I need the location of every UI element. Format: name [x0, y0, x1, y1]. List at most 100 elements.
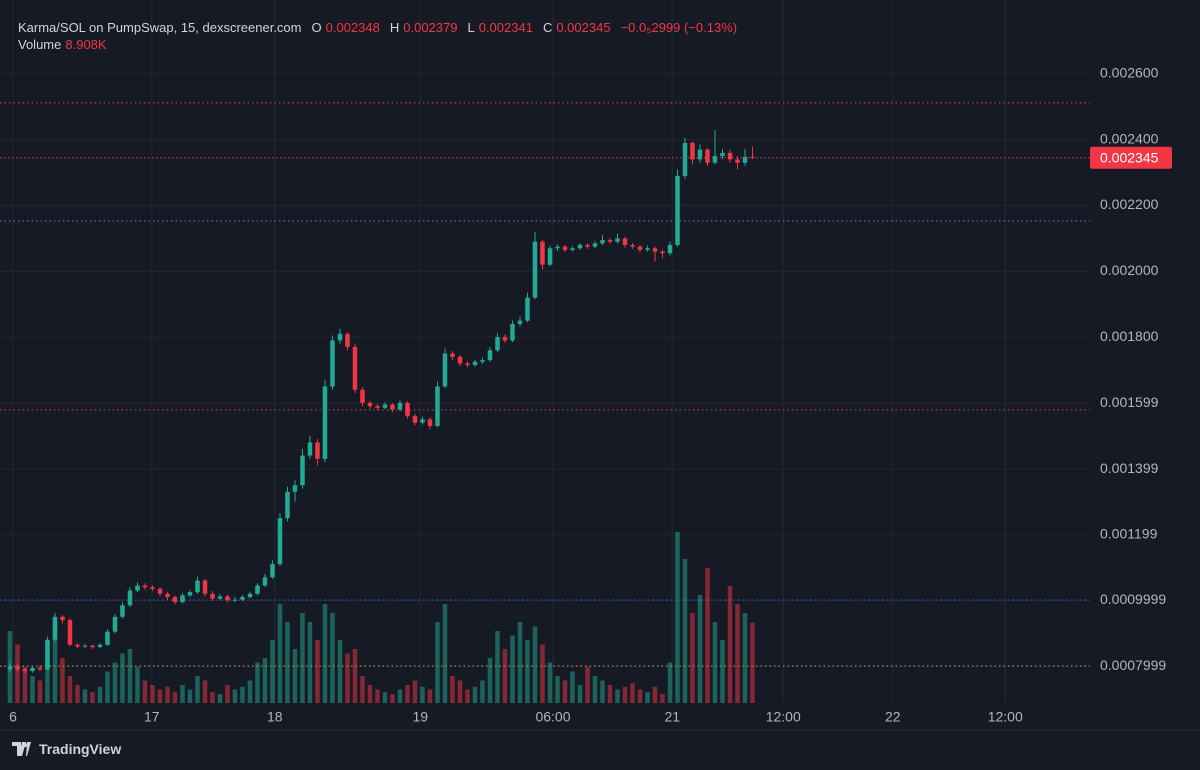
volume-bar — [45, 640, 50, 703]
ohlc-row: Karma/SOL on PumpSwap, 15, dexscreener.c… — [18, 19, 737, 36]
y-tick-label: 0.0009999 — [1100, 591, 1166, 607]
volume-bar — [210, 692, 215, 703]
candle-body — [585, 244, 590, 247]
volume-value: 8.908K — [65, 37, 107, 52]
candle-body — [127, 590, 133, 606]
last-price-label: 0.002345 — [1100, 149, 1159, 165]
volume-bar — [202, 680, 208, 703]
volume-bar — [712, 622, 718, 703]
volume-bar — [435, 622, 440, 703]
candle-body — [412, 416, 418, 423]
candle-body — [450, 353, 455, 357]
candle-body — [30, 667, 35, 672]
candle-body — [165, 593, 170, 598]
volume-bar — [157, 689, 163, 703]
candle-body — [60, 616, 65, 621]
volume-bar — [67, 676, 73, 703]
close-value: 0.002345 — [556, 20, 611, 35]
volume-bar — [90, 692, 95, 703]
volume-bar — [630, 683, 635, 703]
candle-body — [600, 240, 605, 244]
candle-body — [217, 596, 223, 599]
brand-text: TradingView — [39, 741, 122, 757]
volume-label: Volume — [18, 37, 62, 52]
volume-bar — [742, 613, 748, 703]
candle-body — [97, 644, 103, 648]
candle-body — [705, 149, 710, 163]
candle-body — [202, 580, 208, 594]
volume-bar — [112, 662, 118, 703]
volume-bar — [472, 686, 478, 703]
close-label: C — [542, 20, 553, 35]
candle-body — [487, 350, 493, 361]
high-label: H — [389, 20, 400, 35]
volume-bar — [240, 686, 245, 703]
volume-bar — [270, 640, 275, 703]
candle-body — [150, 587, 155, 589]
candle-body — [75, 644, 80, 647]
y-tick-label: 0.001199 — [1100, 526, 1158, 542]
x-tick-label: 22 — [885, 709, 901, 725]
y-tick-label: 0.0007999 — [1100, 657, 1166, 673]
volume-bar — [52, 622, 58, 703]
volume-bar — [120, 653, 125, 703]
volume-bar — [705, 568, 710, 703]
volume-bar — [187, 689, 193, 703]
volume-bar — [307, 622, 313, 703]
volume-bar — [367, 685, 373, 703]
volume-bar — [442, 604, 448, 703]
symbol-title: Karma/SOL on PumpSwap, 15, dexscreener.c… — [18, 20, 302, 35]
high-value: 0.002379 — [403, 20, 458, 35]
volume-bar — [405, 685, 410, 703]
candle-body — [142, 585, 148, 588]
volume-bar — [15, 644, 20, 703]
volume-bar — [300, 613, 305, 703]
candle-body — [195, 580, 200, 593]
volume-bar — [97, 686, 103, 703]
candle-body — [675, 175, 680, 245]
candle-body — [540, 241, 545, 265]
volume-bar — [420, 686, 425, 703]
y-tick-label: 0.001599 — [1100, 394, 1159, 410]
candle-body — [330, 340, 335, 387]
volume-bar — [165, 686, 170, 703]
candle-body — [90, 645, 95, 648]
candle-body — [525, 297, 530, 321]
legend-header: Karma/SOL on PumpSwap, 15, dexscreener.c… — [18, 19, 737, 53]
volume-bar — [262, 658, 268, 703]
x-tick-label: 6 — [9, 709, 17, 725]
volume-bar — [720, 640, 725, 703]
volume-bar — [82, 689, 88, 703]
candle-body — [510, 323, 515, 341]
candle-body — [682, 142, 688, 176]
candle-body — [390, 404, 395, 410]
volume-bar — [390, 694, 395, 703]
y-tick-label: 0.002000 — [1100, 262, 1159, 278]
volume-bar — [532, 626, 538, 703]
candle-body — [397, 402, 403, 410]
open-label: O — [311, 20, 322, 35]
y-tick-label: 0.002600 — [1100, 65, 1159, 81]
candle-body — [15, 666, 20, 670]
candle-body — [157, 588, 163, 594]
volume-bar — [292, 649, 298, 703]
candle-body — [690, 142, 695, 160]
candle-body — [607, 240, 613, 242]
candle-body — [352, 346, 358, 390]
volume-bar — [547, 662, 553, 703]
last-price-tag — [1090, 146, 1172, 169]
volume-bar — [637, 689, 643, 703]
volume-bar — [375, 689, 380, 703]
volume-bar — [127, 649, 133, 703]
x-tick-label: 18 — [267, 709, 283, 725]
candle-body — [555, 246, 560, 249]
volume-bar — [592, 676, 598, 703]
candle-body — [592, 243, 598, 247]
candle-body — [315, 442, 320, 459]
candle-body — [405, 402, 410, 417]
candle-body — [547, 248, 553, 265]
candle-body — [465, 363, 470, 366]
volume-bar — [277, 604, 283, 703]
volume-bar — [105, 671, 110, 703]
